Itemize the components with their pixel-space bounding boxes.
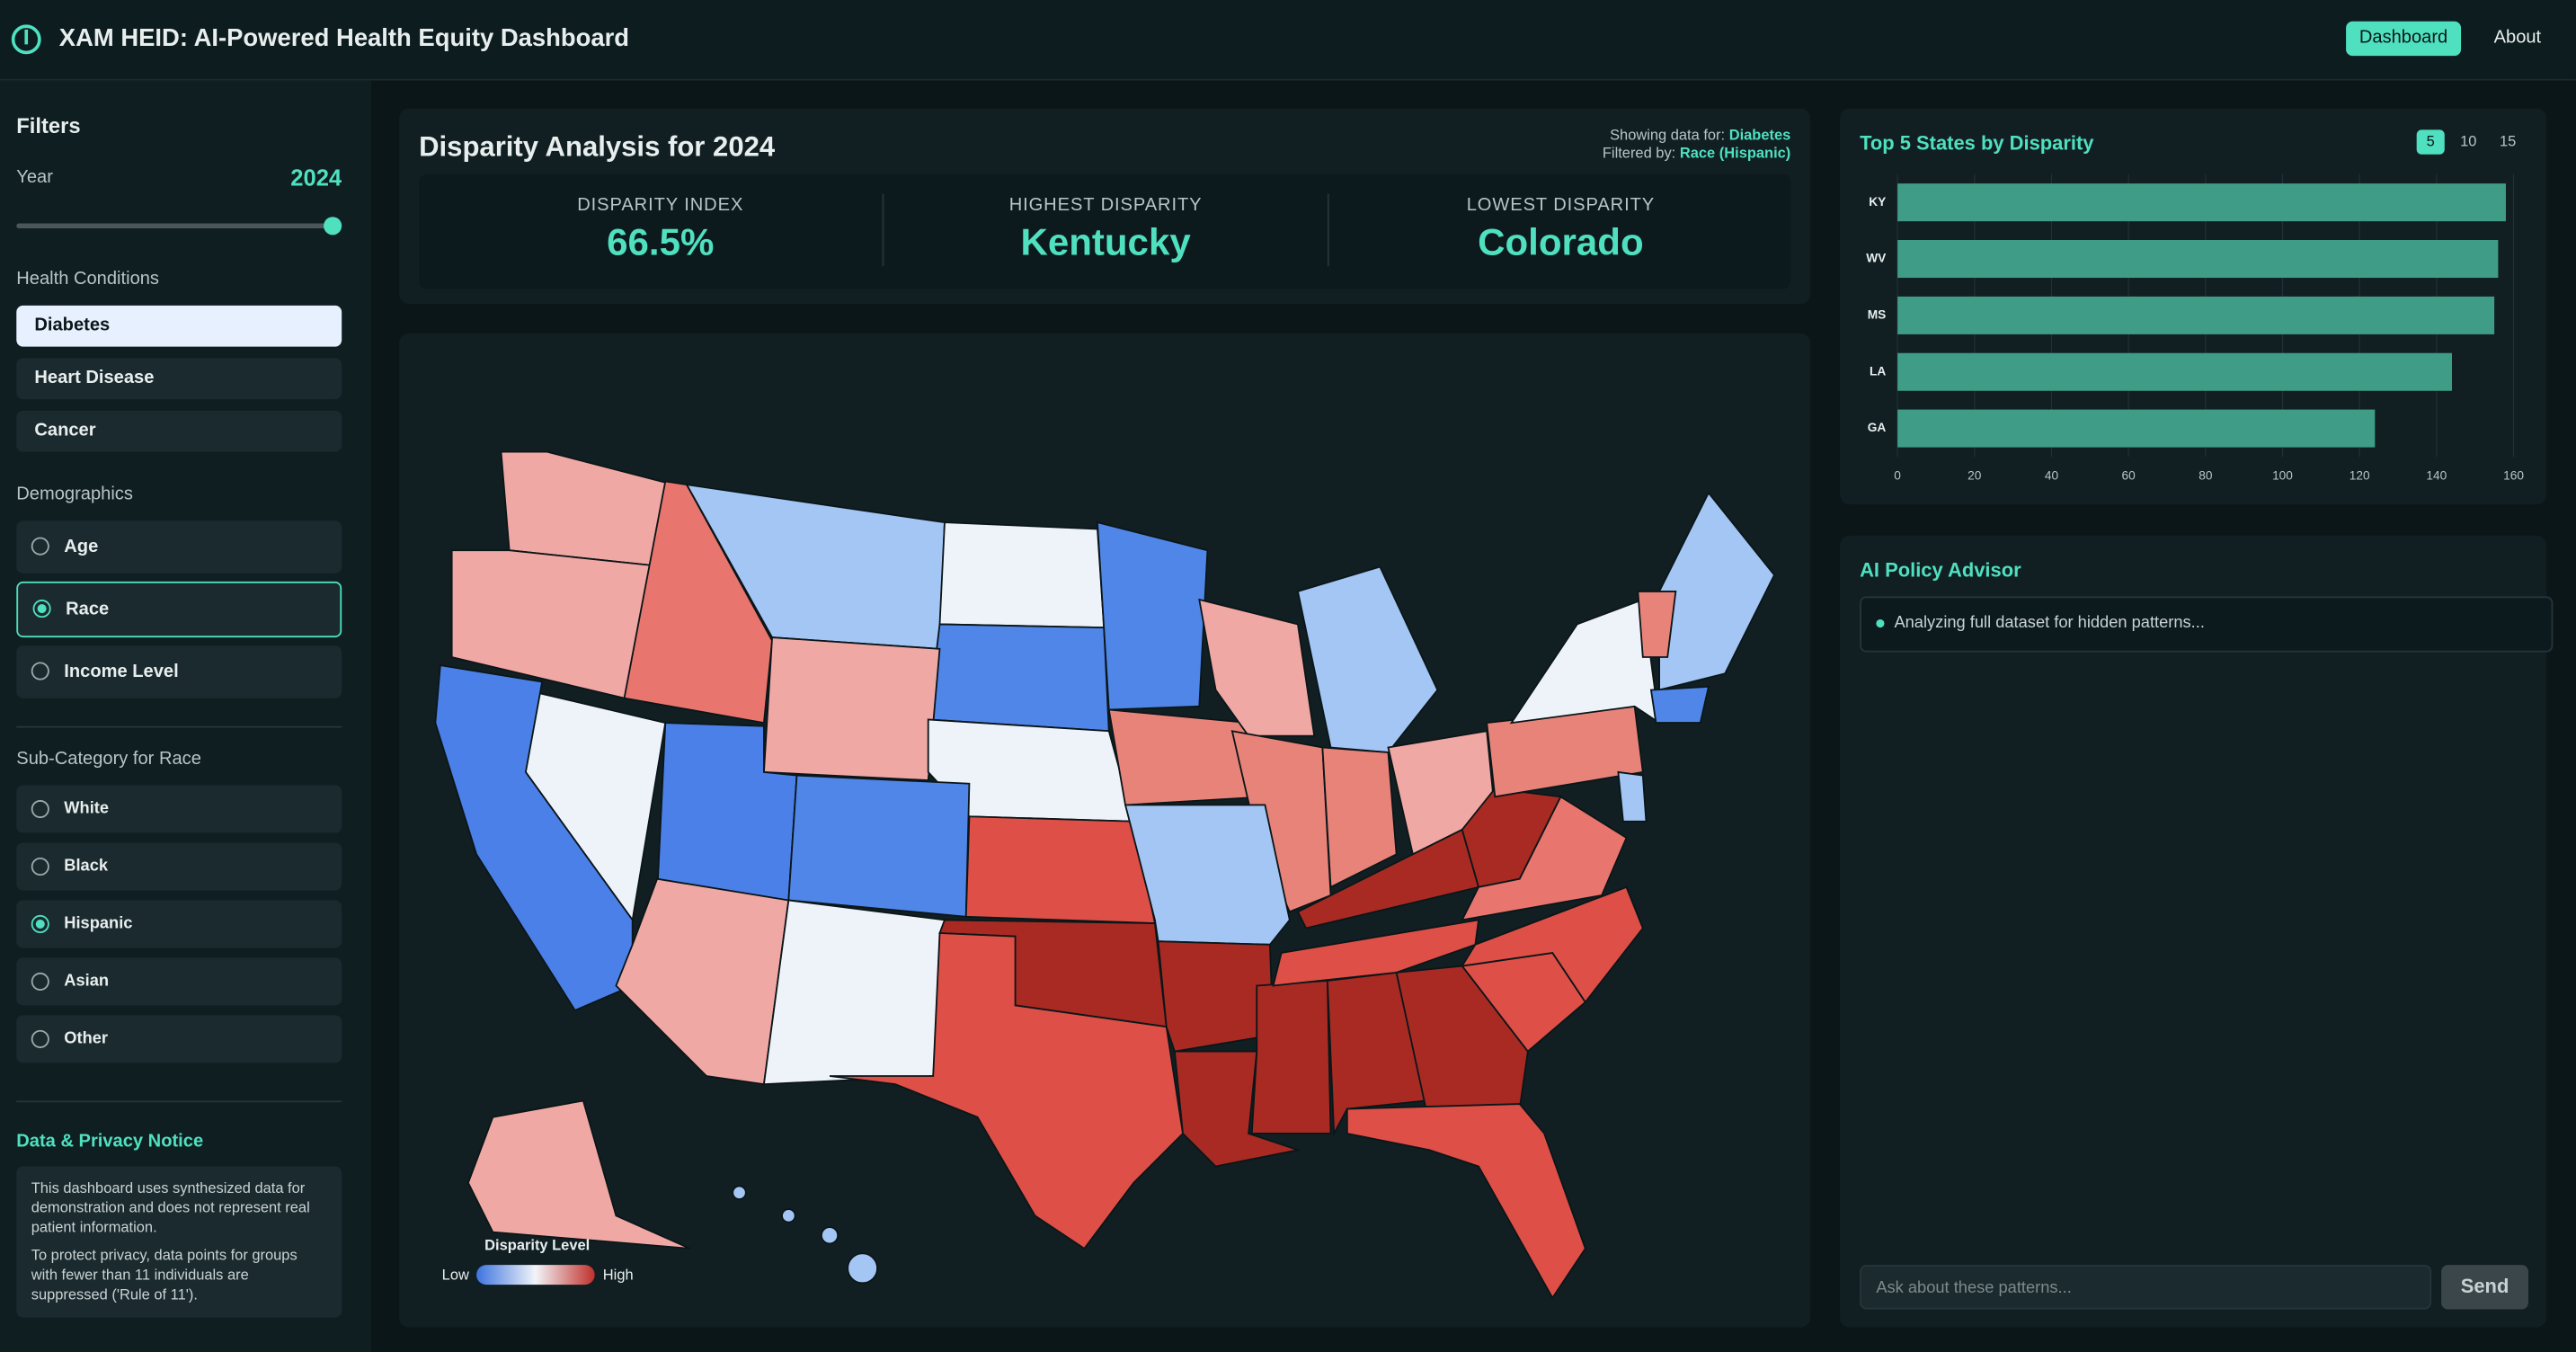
section-label: Health Conditions bbox=[16, 269, 160, 289]
privacy-box: This dashboard uses synthesized data for… bbox=[16, 1166, 342, 1318]
bar-chart: 0 20 40 60 80 100 120 140 160 KY WV MS LA GA bbox=[1866, 173, 2524, 483]
nav-about[interactable]: About bbox=[2493, 28, 2542, 48]
privacy-text: This dashboard uses synthesized data for… bbox=[31, 1179, 310, 1236]
summary-card: Disparity Analysis for 2024 Showing data… bbox=[399, 108, 1811, 305]
condition-button[interactable]: Heart Disease bbox=[16, 358, 342, 400]
top-option[interactable]: 15 bbox=[2499, 133, 2517, 150]
divider bbox=[16, 725, 342, 728]
y-tick-label: MS bbox=[1868, 308, 1887, 322]
us-map bbox=[434, 450, 1776, 1300]
legend-gradient bbox=[476, 1265, 595, 1285]
bar bbox=[1897, 352, 2452, 391]
y-tick-label: WV bbox=[1866, 252, 1887, 265]
summary-meta: Showing data for: Diabetes Filtered by: … bbox=[1603, 127, 1790, 163]
sidebar: Filters Year 2024 Health Conditions Diab… bbox=[0, 80, 372, 1352]
send-button[interactable]: Send bbox=[2441, 1265, 2528, 1310]
x-tick-label: 0 bbox=[1894, 469, 1901, 483]
x-tick-label: 100 bbox=[2272, 469, 2293, 483]
metric-value: 66.5% bbox=[607, 219, 715, 263]
section-label: Sub-Category for Race bbox=[16, 749, 201, 769]
summary-title: Disparity Analysis for 2024 bbox=[419, 131, 776, 163]
divider bbox=[1327, 193, 1329, 267]
metric: DISPARITY INDEX 66.5% bbox=[439, 195, 883, 264]
metric: HIGHEST DISPARITY Kentucky bbox=[884, 195, 1328, 264]
advisor-card: AI Policy Advisor Analyzing full dataset… bbox=[1840, 535, 2554, 1328]
subcategory-option[interactable]: Black bbox=[16, 842, 342, 891]
meta-label: Showing data for: bbox=[1610, 126, 1726, 143]
demographic-option[interactable]: Income Level bbox=[16, 645, 342, 698]
states bbox=[434, 450, 1776, 1300]
logo bbox=[11, 24, 41, 55]
divider bbox=[16, 1100, 342, 1103]
meta-value: Diabetes bbox=[1728, 126, 1791, 143]
legend-low: Low bbox=[441, 1267, 469, 1284]
bar bbox=[1897, 183, 2506, 222]
bar bbox=[1897, 409, 2376, 448]
year-label: Year bbox=[16, 167, 53, 188]
app-title: XAM HEID: AI-Powered Health Equity Dashb… bbox=[58, 24, 630, 53]
subcategory-option[interactable]: Hispanic bbox=[16, 900, 342, 948]
demographic-option[interactable]: Age bbox=[16, 520, 342, 574]
subcategory-option[interactable]: Other bbox=[16, 1015, 342, 1063]
x-tick-label: 20 bbox=[1968, 469, 1982, 483]
y-tick-label: KY bbox=[1869, 195, 1886, 209]
chart-title: Top 5 States by Disparity bbox=[1860, 131, 2094, 155]
condition-button[interactable]: Diabetes bbox=[16, 305, 342, 347]
metric-label: LOWEST DISPARITY bbox=[1466, 195, 1656, 216]
chat-input[interactable]: Ask about these patterns... bbox=[1860, 1265, 2432, 1310]
demographic-option[interactable]: Race bbox=[16, 581, 342, 638]
subcategory-option[interactable]: White bbox=[16, 785, 342, 833]
x-tick-label: 160 bbox=[2503, 469, 2524, 483]
legend-high: High bbox=[602, 1267, 634, 1284]
divider bbox=[882, 193, 884, 267]
metrics-panel bbox=[419, 173, 1791, 289]
top-option[interactable]: 5 bbox=[2416, 129, 2445, 155]
metric: LOWEST DISPARITY Colorado bbox=[1339, 195, 1783, 264]
metric-value: Colorado bbox=[1478, 219, 1644, 263]
meta-label: Filtered by: bbox=[1602, 144, 1676, 162]
chart-card: Top 5 States by Disparity 5 10 15 0 20 40 6… bbox=[1840, 108, 2547, 505]
map-card: Disparity Level Low High bbox=[399, 333, 1811, 1328]
year-value: 2024 bbox=[290, 164, 342, 191]
meta-value: Race (Hispanic) bbox=[1679, 144, 1791, 162]
privacy-text: To protect privacy, data points for grou… bbox=[31, 1247, 298, 1303]
x-tick-label: 60 bbox=[2122, 469, 2136, 483]
x-tick-label: 140 bbox=[2426, 469, 2447, 483]
condition-button[interactable]: Cancer bbox=[16, 410, 342, 452]
advisor-status: Analyzing full dataset for hidden patter… bbox=[1860, 596, 2554, 653]
status-dot bbox=[1876, 618, 1885, 628]
slider-thumb[interactable] bbox=[324, 217, 342, 236]
x-tick-label: 120 bbox=[2349, 469, 2370, 483]
metric-value: Kentucky bbox=[1020, 219, 1191, 263]
filters-title: Filters bbox=[16, 113, 81, 138]
y-tick-label: LA bbox=[1870, 364, 1886, 378]
metric-label: DISPARITY INDEX bbox=[577, 195, 744, 216]
y-tick-label: GA bbox=[1868, 421, 1887, 434]
year-slider[interactable] bbox=[16, 223, 335, 229]
privacy-title: Data & Privacy Notice bbox=[16, 1132, 204, 1152]
nav-dashboard[interactable]: Dashboard bbox=[2346, 21, 2462, 57]
section-label: Demographics bbox=[16, 485, 133, 505]
bar bbox=[1897, 239, 2499, 279]
top-bar: XAM HEID: AI-Powered Health Equity Dashb… bbox=[0, 0, 2576, 81]
metric-label: HIGHEST DISPARITY bbox=[1008, 195, 1203, 216]
bar bbox=[1897, 296, 2495, 334]
top-option[interactable]: 10 bbox=[2460, 133, 2477, 150]
advisor-title: AI Policy Advisor bbox=[1860, 558, 2021, 582]
subcategory-option[interactable]: Asian bbox=[16, 957, 342, 1006]
x-tick-label: 40 bbox=[2045, 469, 2059, 483]
x-tick-label: 80 bbox=[2198, 469, 2213, 483]
legend-title: Disparity Level bbox=[484, 1237, 591, 1254]
